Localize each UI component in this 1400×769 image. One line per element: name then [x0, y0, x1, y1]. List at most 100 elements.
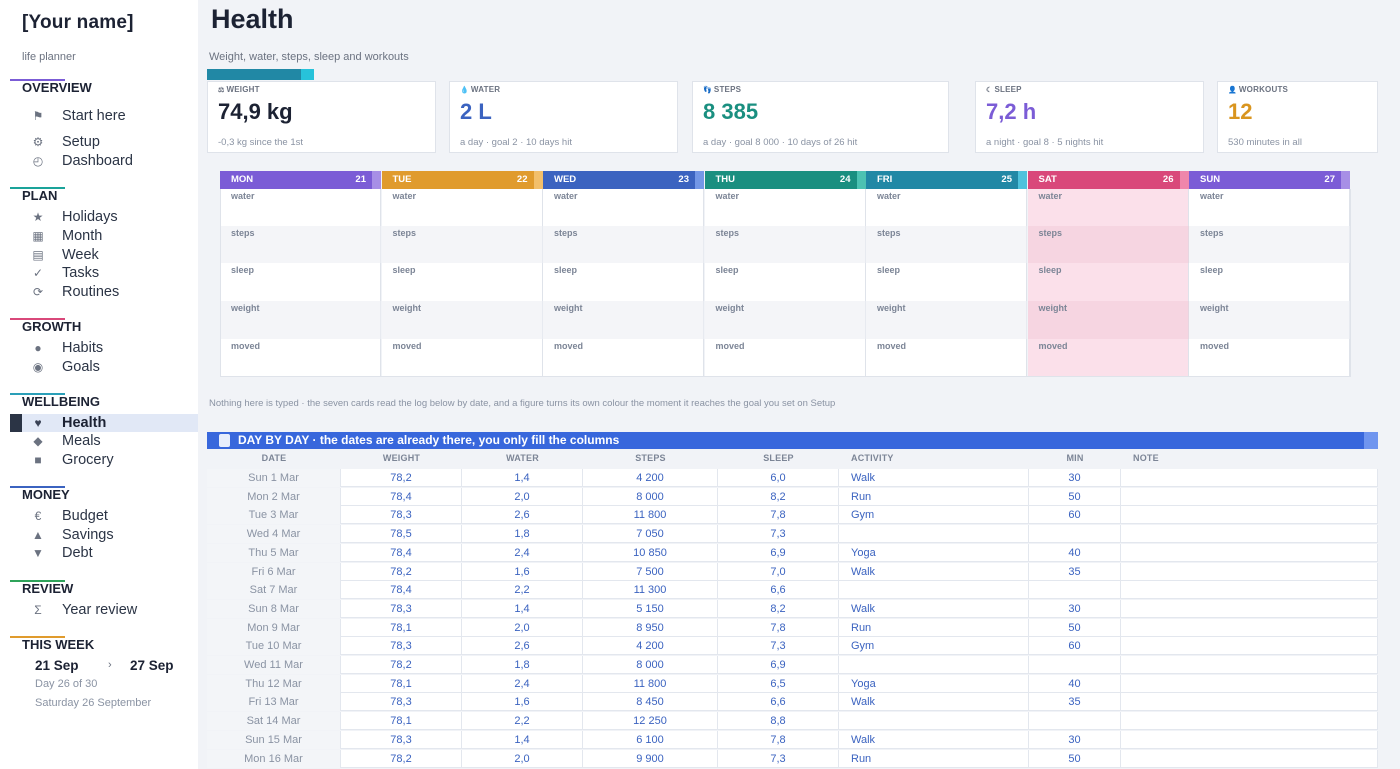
activity-cell[interactable]: [839, 525, 1029, 544]
activity-cell[interactable]: Walk: [839, 599, 1029, 618]
activity-cell[interactable]: Yoga: [839, 543, 1029, 562]
steps-cell[interactable]: 6 100: [583, 730, 718, 749]
sidebar-item-debt[interactable]: ▼ Debt: [10, 544, 198, 562]
sleep-cell[interactable]: 7,8: [718, 730, 839, 749]
minutes-cell[interactable]: 30: [1029, 730, 1121, 749]
weight-cell[interactable]: 78,4: [341, 543, 462, 562]
sleep-cell[interactable]: 7,3: [718, 637, 839, 656]
sleep-cell[interactable]: 7,3: [718, 749, 839, 768]
note-cell[interactable]: [1121, 693, 1378, 712]
sidebar-item-dashboard[interactable]: ◴ Dashboard: [10, 152, 198, 170]
sleep-cell[interactable]: 8,2: [718, 599, 839, 618]
sidebar-item-week[interactable]: ▤ Week: [10, 246, 198, 264]
water-cell[interactable]: 2,0: [462, 487, 583, 506]
sleep-cell[interactable]: 6,6: [718, 581, 839, 600]
day-card-thu[interactable]: THU 24 water steps sleep weight moved: [704, 171, 866, 376]
minutes-cell[interactable]: [1029, 581, 1121, 600]
weight-cell[interactable]: 78,4: [341, 487, 462, 506]
minutes-cell[interactable]: [1029, 525, 1121, 544]
steps-cell[interactable]: 9 900: [583, 749, 718, 768]
steps-cell[interactable]: 10 850: [583, 543, 718, 562]
sleep-cell[interactable]: 6,9: [718, 656, 839, 674]
water-cell[interactable]: 1,8: [462, 525, 583, 544]
water-cell[interactable]: 2,4: [462, 674, 583, 693]
day-card-sun[interactable]: SUN 27 water steps sleep weight moved: [1189, 171, 1350, 376]
sleep-cell[interactable]: 6,6: [718, 693, 839, 712]
weight-cell[interactable]: 78,3: [341, 730, 462, 749]
steps-cell[interactable]: 4 200: [583, 469, 718, 487]
minutes-cell[interactable]: 60: [1029, 506, 1121, 525]
note-cell[interactable]: [1121, 562, 1378, 581]
activity-cell[interactable]: Gym: [839, 637, 1029, 656]
steps-cell[interactable]: 7 050: [583, 525, 718, 544]
water-cell[interactable]: 1,4: [462, 730, 583, 749]
day-card-mon[interactable]: MON 21 water steps sleep weight moved: [220, 171, 381, 376]
minutes-cell[interactable]: [1029, 656, 1121, 674]
activity-cell[interactable]: [839, 656, 1029, 674]
sidebar-item-goals[interactable]: ◉ Goals: [10, 358, 198, 376]
note-cell[interactable]: [1121, 674, 1378, 693]
minutes-cell[interactable]: 35: [1029, 562, 1121, 581]
steps-cell[interactable]: 7 500: [583, 562, 718, 581]
note-cell[interactable]: [1121, 656, 1378, 674]
sidebar-item-year-review[interactable]: Σ Year review: [10, 601, 198, 619]
sidebar-item-meals[interactable]: ◆ Meals: [10, 432, 198, 450]
activity-cell[interactable]: Walk: [839, 730, 1029, 749]
note-cell[interactable]: [1121, 637, 1378, 656]
sidebar-item-grocery[interactable]: ■ Grocery: [10, 451, 198, 469]
sidebar-item-health[interactable]: ♥ Health: [10, 414, 198, 432]
weight-cell[interactable]: 78,3: [341, 693, 462, 712]
weight-cell[interactable]: 78,2: [341, 749, 462, 768]
water-cell[interactable]: 1,4: [462, 599, 583, 618]
sidebar-item-start-here[interactable]: ⚑ Start here: [10, 107, 198, 125]
activity-cell[interactable]: [839, 581, 1029, 600]
steps-cell[interactable]: 8 950: [583, 618, 718, 637]
sleep-cell[interactable]: 6,9: [718, 543, 839, 562]
note-cell[interactable]: [1121, 506, 1378, 525]
water-cell[interactable]: 1,6: [462, 562, 583, 581]
steps-cell[interactable]: 11 300: [583, 581, 718, 600]
water-cell[interactable]: 2,6: [462, 506, 583, 525]
sleep-cell[interactable]: 6,5: [718, 674, 839, 693]
sleep-cell[interactable]: 7,8: [718, 618, 839, 637]
steps-cell[interactable]: 8 000: [583, 656, 718, 674]
water-cell[interactable]: 2,2: [462, 712, 583, 731]
steps-cell[interactable]: 5 150: [583, 599, 718, 618]
activity-cell[interactable]: Run: [839, 749, 1029, 768]
water-cell[interactable]: 2,4: [462, 543, 583, 562]
minutes-cell[interactable]: 60: [1029, 637, 1121, 656]
weight-cell[interactable]: 78,5: [341, 525, 462, 544]
water-cell[interactable]: 1,8: [462, 656, 583, 674]
day-card-tue[interactable]: TUE 22 water steps sleep weight moved: [381, 171, 543, 376]
activity-cell[interactable]: Yoga: [839, 674, 1029, 693]
water-cell[interactable]: 1,4: [462, 469, 583, 487]
note-cell[interactable]: [1121, 469, 1378, 487]
sleep-cell[interactable]: 6,0: [718, 469, 839, 487]
sidebar-item-routines[interactable]: ⟳ Routines: [10, 283, 198, 301]
water-cell[interactable]: 1,6: [462, 693, 583, 712]
day-card-fri[interactable]: FRI 25 water steps sleep weight moved: [866, 171, 1027, 376]
minutes-cell[interactable]: 40: [1029, 543, 1121, 562]
minutes-cell[interactable]: 30: [1029, 599, 1121, 618]
water-cell[interactable]: 2,0: [462, 749, 583, 768]
note-cell[interactable]: [1121, 525, 1378, 544]
activity-cell[interactable]: Run: [839, 487, 1029, 506]
activity-cell[interactable]: Walk: [839, 469, 1029, 487]
sidebar-item-savings[interactable]: ▲ Savings: [10, 526, 198, 544]
steps-cell[interactable]: 4 200: [583, 637, 718, 656]
weight-cell[interactable]: 78,3: [341, 506, 462, 525]
sleep-cell[interactable]: 7,3: [718, 525, 839, 544]
note-cell[interactable]: [1121, 599, 1378, 618]
steps-cell[interactable]: 8 000: [583, 487, 718, 506]
sidebar-item-tasks[interactable]: ✓ Tasks: [10, 264, 198, 282]
note-cell[interactable]: [1121, 749, 1378, 768]
water-cell[interactable]: 2,0: [462, 618, 583, 637]
sleep-cell[interactable]: 7,0: [718, 562, 839, 581]
steps-cell[interactable]: 8 450: [583, 693, 718, 712]
weight-cell[interactable]: 78,2: [341, 469, 462, 487]
minutes-cell[interactable]: 50: [1029, 749, 1121, 768]
minutes-cell[interactable]: 30: [1029, 469, 1121, 487]
sidebar-item-setup[interactable]: ⚙ Setup: [10, 133, 198, 151]
steps-cell[interactable]: 12 250: [583, 712, 718, 731]
activity-cell[interactable]: Walk: [839, 693, 1029, 712]
